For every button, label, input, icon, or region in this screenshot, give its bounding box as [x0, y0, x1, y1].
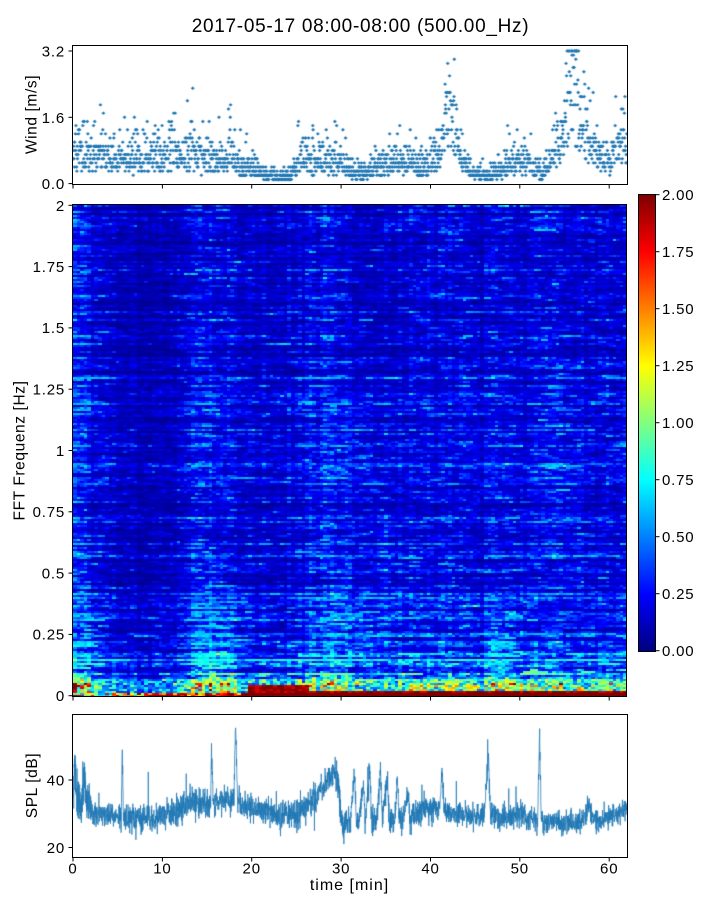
svg-text:60: 60 — [600, 861, 618, 878]
svg-text:0: 0 — [56, 688, 65, 705]
svg-text:0.50: 0.50 — [662, 529, 694, 546]
svg-text:0.0: 0.0 — [42, 176, 65, 193]
svg-text:1.25: 1.25 — [662, 358, 694, 375]
svg-text:0: 0 — [68, 861, 77, 878]
svg-text:30: 30 — [332, 861, 350, 878]
svg-text:0.5: 0.5 — [42, 565, 65, 582]
svg-text:SPL [dB]: SPL [dB] — [24, 753, 41, 818]
svg-text:1.25: 1.25 — [33, 382, 65, 399]
svg-text:0.00: 0.00 — [662, 643, 694, 660]
svg-text:Wind [m/s]: Wind [m/s] — [24, 75, 41, 154]
svg-text:1.00: 1.00 — [662, 415, 694, 432]
svg-text:0.75: 0.75 — [33, 504, 65, 521]
svg-text:20: 20 — [243, 861, 261, 878]
svg-text:1.75: 1.75 — [662, 244, 694, 261]
svg-text:2.00: 2.00 — [662, 187, 694, 204]
svg-text:2: 2 — [56, 198, 65, 215]
svg-text:0.25: 0.25 — [33, 627, 65, 644]
svg-text:0.75: 0.75 — [662, 472, 694, 489]
svg-text:1.5: 1.5 — [42, 320, 65, 337]
svg-text:40: 40 — [421, 861, 439, 878]
svg-text:time [min]: time [min] — [310, 877, 389, 894]
svg-text:1: 1 — [56, 443, 65, 460]
svg-text:2017-05-17 08:00-08:00 (500.00: 2017-05-17 08:00-08:00 (500.00_Hz) — [192, 16, 530, 37]
svg-text:0.25: 0.25 — [662, 586, 694, 603]
svg-text:10: 10 — [153, 861, 171, 878]
svg-text:1.75: 1.75 — [33, 259, 65, 276]
svg-text:50: 50 — [511, 861, 529, 878]
svg-text:FFT Frequenz [Hz]: FFT Frequenz [Hz] — [12, 381, 29, 521]
svg-text:1.6: 1.6 — [42, 110, 65, 127]
svg-text:20: 20 — [47, 840, 65, 857]
svg-text:3.2: 3.2 — [42, 44, 65, 61]
svg-text:1.50: 1.50 — [662, 301, 694, 318]
svg-text:40: 40 — [47, 773, 65, 790]
